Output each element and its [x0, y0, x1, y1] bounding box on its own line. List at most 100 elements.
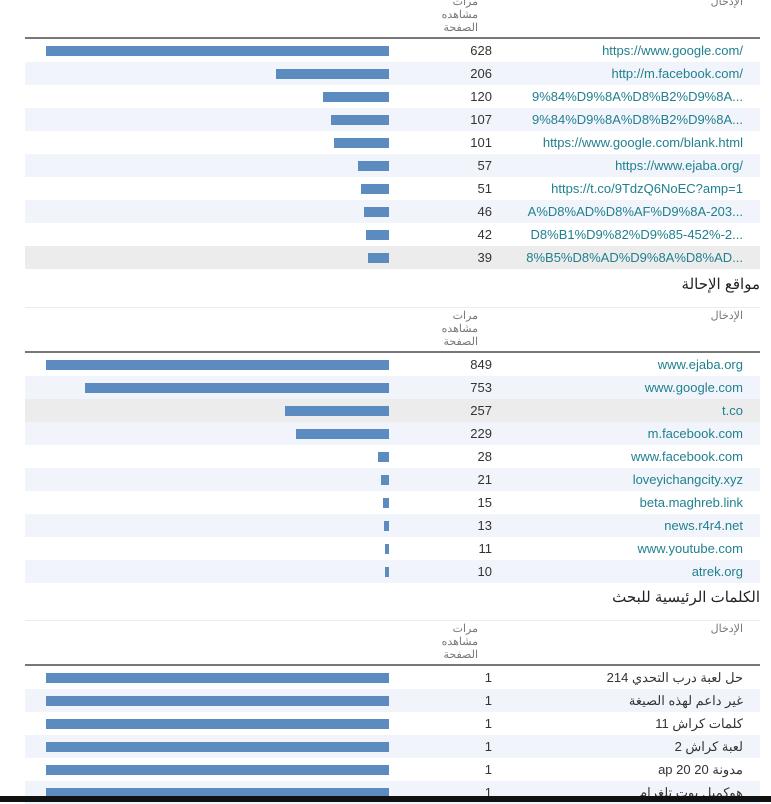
entry-column-header: الإدخال	[710, 310, 743, 322]
section-title: مواقع الإحالة	[681, 276, 760, 293]
views-column-header: مرات مشاهده الصفحة	[441, 310, 478, 348]
views-count: 1	[484, 762, 492, 777]
entry-link[interactable]: www.google.com	[493, 376, 760, 399]
views-count: 107	[470, 112, 492, 127]
landing-pages-section: الإدخال مرات مشاهده الصفحة /https://www.…	[25, 0, 760, 269]
views-bar	[85, 382, 389, 393]
table-row: ...9%84%D9%8A%D8%B2%D9%8A 107	[25, 108, 760, 131]
search-keywords-section: الكلمات الرئيسية للبحث الإدخال مرات مشاه…	[25, 587, 760, 804]
entry-text: لعبة كراش 2	[493, 735, 760, 758]
entry-link[interactable]: ...A%D8%AD%D8%AF%D9%8A-203	[493, 200, 760, 223]
views-bar	[385, 543, 389, 554]
table-row: https://t.co/9TdzQ6NoEC?amp=1 51	[25, 177, 760, 200]
views-bar	[276, 68, 389, 79]
stats-table: الإدخال مرات مشاهده الصفحة حل لعبة درب ا…	[25, 620, 760, 804]
taskbar-edge	[0, 796, 771, 802]
views-bar	[46, 672, 389, 683]
views-count: 42	[477, 227, 492, 242]
views-count: 1	[484, 785, 492, 800]
views-count: 120	[470, 89, 492, 104]
views-bar	[385, 566, 389, 577]
table-row: loveyichangcity.xyz 21	[25, 468, 760, 491]
views-bar	[46, 718, 389, 729]
table-row: atrek.org 10	[25, 560, 760, 583]
entry-link[interactable]: news.r4r4.net	[493, 514, 760, 537]
table-row: /https://www.google.com 628	[25, 38, 760, 62]
views-count: 229	[470, 426, 492, 441]
views-bar	[296, 428, 389, 439]
views-count: 15	[477, 495, 492, 510]
views-count: 101	[470, 135, 492, 150]
views-bar	[334, 137, 389, 148]
entry-link[interactable]: ...9%84%D9%8A%D8%B2%D9%8A	[493, 108, 760, 131]
entry-link[interactable]: loveyichangcity.xyz	[493, 468, 760, 491]
table-row: ...A%D8%AD%D8%AF%D9%8A-203 46	[25, 200, 760, 223]
entry-link[interactable]: beta.maghreb.link	[639, 495, 743, 510]
entry-text: كلمات كراش 11	[655, 716, 743, 731]
table-row: www.ejaba.org 849	[25, 352, 760, 376]
views-count: 753	[470, 380, 492, 395]
table-row: www.youtube.com 11	[25, 537, 760, 560]
views-count: 57	[477, 158, 492, 173]
entry-link[interactable]: ...9%84%D9%8A%D8%B2%D9%8A	[531, 89, 743, 104]
entry-text: حل لعبة درب التحدي 214	[606, 670, 743, 685]
views-bar	[323, 91, 389, 102]
views-bar	[46, 695, 389, 706]
views-bar	[364, 206, 389, 217]
table-row: كلمات كراش 11 1	[25, 712, 760, 735]
entry-link[interactable]: /https://www.ejaba.org	[493, 154, 760, 177]
entry-link[interactable]: atrek.org	[493, 560, 760, 583]
table-row: https://www.google.com/blank.html 101	[25, 131, 760, 154]
entry-link[interactable]: t.co	[493, 399, 760, 422]
views-column-header: مرات مشاهده الصفحة	[441, 0, 478, 34]
views-bar	[285, 405, 389, 416]
entry-link[interactable]: /http://m.facebook.com	[493, 62, 760, 85]
table-header: الإدخال مرات مشاهده الصفحة	[25, 307, 760, 352]
table-row: t.co 257	[25, 399, 760, 422]
table-row: m.facebook.com 229	[25, 422, 760, 445]
table-row: غير داعم لهذه الصيغة 1	[25, 689, 760, 712]
views-bar	[361, 183, 389, 194]
views-bar	[384, 520, 389, 531]
entry-link[interactable]: https://t.co/9TdzQ6NoEC?amp=1	[551, 181, 743, 196]
table-row: news.r4r4.net 13	[25, 514, 760, 537]
views-count: 39	[477, 250, 492, 265]
views-count: 28	[477, 449, 492, 464]
entry-text: غير داعم لهذه الصيغة	[493, 689, 760, 712]
entry-link[interactable]: https://www.google.com/blank.html	[542, 135, 743, 150]
views-count: 257	[470, 403, 492, 418]
entry-link[interactable]: www.facebook.com	[631, 449, 743, 464]
table-row: www.google.com 753	[25, 376, 760, 399]
views-bar	[331, 114, 389, 125]
views-count: 10	[477, 564, 492, 579]
entry-link[interactable]: ...2-%D8%B1%D9%82%D9%85-452	[530, 227, 743, 242]
entry-link[interactable]: www.ejaba.org	[657, 357, 743, 372]
views-column-header: مرات مشاهده الصفحة	[441, 623, 478, 661]
views-bar	[383, 497, 389, 508]
entry-column-header: الإدخال	[710, 0, 743, 8]
table-header: الإدخال مرات مشاهده الصفحة	[25, 620, 760, 665]
views-count: 1	[484, 739, 492, 754]
views-count: 628	[470, 43, 492, 58]
table-row: ...9%84%D9%8A%D8%B2%D9%8A 120	[25, 85, 760, 108]
table-row: /http://m.facebook.com 206	[25, 62, 760, 85]
views-bar	[358, 160, 389, 171]
entry-link[interactable]: www.youtube.com	[637, 541, 744, 556]
table-row: مدونة 20 20 ap 1	[25, 758, 760, 781]
views-count: 1	[484, 670, 492, 685]
views-bar	[46, 764, 389, 775]
entry-column-header: الإدخال	[710, 623, 743, 635]
stats-table: الإدخال مرات مشاهده الصفحة /https://www.…	[25, 0, 760, 269]
table-row: ...2-%D8%B1%D9%82%D9%85-452 42	[25, 223, 760, 246]
entry-link[interactable]: /https://www.google.com	[602, 43, 743, 58]
referring-sites-section: مواقع الإحالة الإدخال مرات مشاهده الصفحة…	[25, 274, 760, 583]
views-bar	[381, 474, 389, 485]
views-bar	[46, 741, 389, 752]
entry-link[interactable]: m.facebook.com	[493, 422, 760, 445]
entry-text: مدونة 20 20 ap	[658, 762, 743, 777]
entry-link[interactable]: ...8%B5%D8%AD%D9%8A%D8%AD	[493, 246, 760, 269]
views-count: 46	[477, 204, 492, 219]
views-count: 849	[470, 357, 492, 372]
views-count: 51	[477, 181, 492, 196]
views-count: 206	[470, 66, 492, 81]
